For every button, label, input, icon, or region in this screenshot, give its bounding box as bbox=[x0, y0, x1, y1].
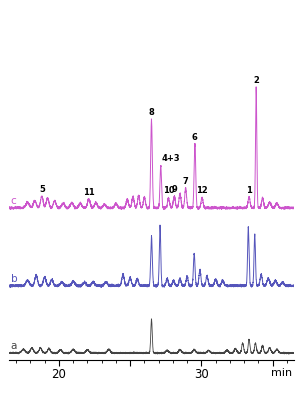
Text: c: c bbox=[11, 196, 16, 206]
Text: 6: 6 bbox=[192, 132, 198, 142]
Text: 2: 2 bbox=[253, 76, 259, 85]
Text: 7: 7 bbox=[183, 177, 188, 186]
Text: 9: 9 bbox=[171, 185, 177, 194]
Text: 12: 12 bbox=[196, 186, 208, 195]
Text: a: a bbox=[11, 341, 17, 351]
Text: min: min bbox=[271, 368, 292, 378]
Text: 1: 1 bbox=[246, 186, 252, 195]
Text: 10: 10 bbox=[163, 186, 175, 196]
Text: 11: 11 bbox=[83, 188, 95, 197]
Text: 5: 5 bbox=[39, 185, 45, 194]
Text: 8: 8 bbox=[149, 108, 154, 117]
Text: b: b bbox=[11, 274, 17, 284]
Text: 4+3: 4+3 bbox=[161, 154, 180, 163]
